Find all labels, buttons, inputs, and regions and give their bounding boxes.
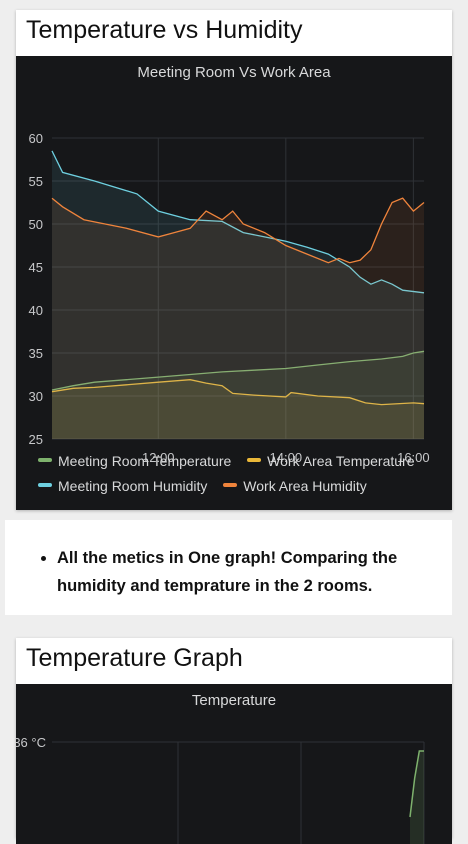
chart-title[interactable]: Meeting Room Vs Work Area <box>137 64 331 81</box>
legend-item[interactable]: Meeting Room Temperature <box>38 449 231 474</box>
series-line <box>51 150 425 294</box>
legend-item[interactable]: Work Area Humidity <box>223 474 367 499</box>
card-title: Temperature vs Humidity <box>26 16 303 44</box>
series-line <box>51 379 425 406</box>
temp-humidity-card: Temperature vs Humidity Meeting Room Vs … <box>16 10 452 510</box>
legend-swatch <box>223 483 238 488</box>
series-area <box>52 198 424 439</box>
y-tick-label: 40 <box>29 303 43 318</box>
series-area <box>52 379 424 439</box>
legend-label: Work Area Temperature <box>267 453 415 469</box>
note-bullet: All the metics in One graph! Comparing t… <box>57 544 436 600</box>
x-tick-label: 16:00 <box>397 450 430 465</box>
series-line <box>409 750 424 818</box>
x-tick-label: 12:00 <box>142 450 175 465</box>
series-area <box>52 150 424 439</box>
chart-panel: Temperature 36 °C <box>16 684 452 844</box>
legend-label: Work Area Humidity <box>243 478 367 494</box>
card-title: Temperature Graph <box>26 644 243 672</box>
note-list: All the metics in One graph! Comparing t… <box>5 520 452 600</box>
y-tick-label: 25 <box>29 432 43 447</box>
chart-legend: Meeting Room Temperature Work Area Tempe… <box>38 449 452 499</box>
temperature-card: Temperature Graph Temperature 36 °C <box>16 638 452 844</box>
y-tick-label: 60 <box>29 131 43 146</box>
legend-item[interactable]: Meeting Room Humidity <box>38 474 207 499</box>
chart-panel: Meeting Room Vs Work Area 60 55 50 45 40 35 30… <box>16 56 452 510</box>
y-tick-label: 36 °C <box>16 735 46 750</box>
series-line <box>51 350 425 391</box>
y-tick-label: 30 <box>29 389 43 404</box>
note-card: All the metics in One graph! Comparing t… <box>5 520 452 615</box>
legend-swatch <box>38 483 52 488</box>
series-area <box>52 351 424 439</box>
line-chart[interactable]: 36 °C <box>16 714 452 844</box>
line-chart[interactable]: 60 55 50 45 40 35 30 25 12:00 14:00 16:00 <box>16 86 452 466</box>
y-tick-label: 55 <box>29 174 43 189</box>
legend-swatch <box>247 458 262 463</box>
legend-label: Meeting Room Temperature <box>58 453 232 469</box>
y-tick-label: 35 <box>29 346 43 361</box>
legend-label: Meeting Room Humidity <box>58 478 208 494</box>
chart-title[interactable]: Temperature <box>191 692 277 709</box>
series-line <box>51 197 425 264</box>
x-tick-label: 14:00 <box>270 450 303 465</box>
legend-item[interactable]: Work Area Temperature <box>247 449 415 474</box>
y-tick-label: 50 <box>29 217 43 232</box>
y-tick-label: 45 <box>29 260 43 275</box>
legend-swatch <box>38 458 52 463</box>
